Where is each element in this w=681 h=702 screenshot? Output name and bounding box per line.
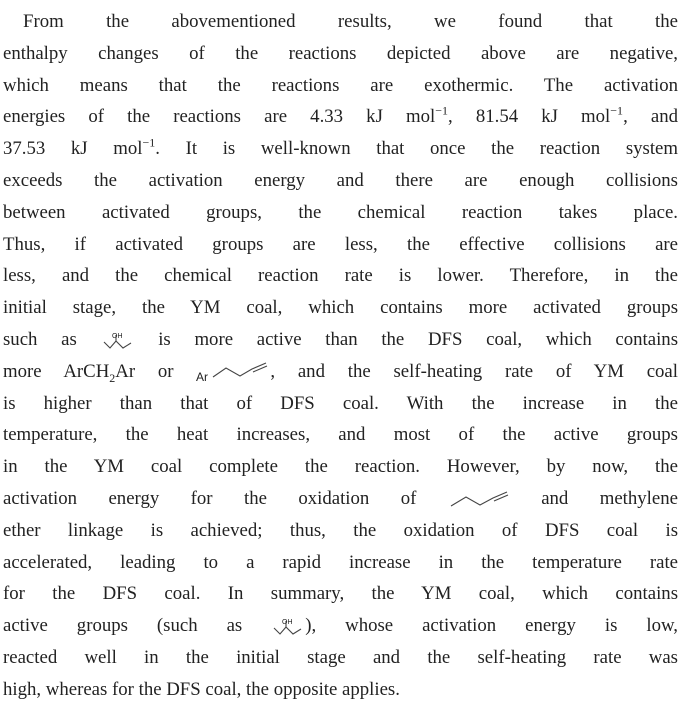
superscript: −1 [610, 104, 624, 119]
hydroxyl-structure: OH [273, 619, 302, 635]
line: such as OH is more active than the DFS c… [3, 324, 678, 356]
line: initial stage, the YM coal, which contai… [3, 292, 678, 324]
structure-label: OH [112, 333, 123, 340]
text: energies of the reactions are 4.33 kJ mo… [3, 106, 436, 128]
text: in the YM coal complete the reaction. Ho… [3, 456, 678, 478]
text: temperature, the heat increases, and mos… [3, 424, 678, 446]
bond [450, 491, 508, 507]
aryl-alkene-structure: Ar [196, 362, 268, 384]
text: which means that the reactions are exoth… [3, 74, 678, 96]
text: . It is well-known that once the reactio… [155, 138, 678, 160]
line: energies of the reactions are 4.33 kJ mo… [3, 101, 678, 133]
superscript: −1 [142, 135, 156, 150]
structure-label: Ar [196, 370, 208, 384]
text: Ar or [115, 360, 174, 382]
bond [273, 620, 302, 635]
text: is more active than the DFS coal, which … [158, 328, 678, 350]
line: between activated groups, the chemical r… [3, 197, 678, 229]
line: reacted well in the initial stage and th… [3, 642, 678, 674]
line: for the DFS coal. In summary, the YM coa… [3, 578, 678, 610]
text: ), whose activation energy is low, [305, 615, 678, 637]
text: initial stage, the YM coal, which contai… [3, 297, 678, 319]
text: , and the self-heating rate of YM coal [270, 360, 678, 382]
text: between activated groups, the chemical r… [3, 201, 678, 223]
text: reacted well in the initial stage and th… [3, 646, 678, 668]
text: and methylene [541, 487, 678, 509]
line: in the YM coal complete the reaction. Ho… [3, 451, 678, 483]
text: enthalpy changes of the reactions depict… [3, 42, 678, 64]
text: activation energy for the oxidation of [3, 487, 417, 509]
line: 37.53 kJ mol−1. It is well-known that on… [3, 133, 678, 165]
line: temperature, the heat increases, and mos… [3, 419, 678, 451]
text: , and [623, 106, 678, 128]
text: exceeds the activation energy and there … [3, 169, 678, 191]
text: Thus, if activated groups are less, the … [3, 233, 678, 255]
text: high, whereas for the DFS coal, the oppo… [3, 678, 400, 700]
line: From the abovementioned results, we foun… [3, 6, 678, 38]
line: exceeds the activation energy and there … [3, 165, 678, 197]
line: accelerated, leading to a rapid increase… [3, 547, 678, 579]
text: ether linkage is achieved; thus, the oxi… [3, 519, 678, 541]
line: more ArCH2Ar or Ar , and the self-heating… [3, 356, 678, 388]
line: enthalpy changes of the reactions depict… [3, 38, 678, 70]
text: for the DFS coal. In summary, the YM coa… [3, 583, 678, 605]
text: From the abovementioned results, we foun… [23, 11, 678, 32]
structure-label: OH [282, 619, 293, 626]
subscript: 2 [109, 370, 116, 385]
line: is higher than that of DFS coal. With th… [3, 388, 678, 420]
line: less, and the chemical reaction rate is … [3, 260, 678, 292]
line: Thus, if activated groups are less, the … [3, 229, 678, 261]
text: such as [3, 328, 77, 350]
line: which means that the reactions are exoth… [3, 70, 678, 102]
text: less, and the chemical reaction rate is … [3, 265, 678, 287]
alkene-structure [450, 491, 508, 507]
text: , 81.54 kJ mol [448, 106, 611, 128]
line: activation energy for the oxidation of a… [3, 483, 678, 515]
bond [213, 362, 268, 378]
line: ether linkage is achieved; thus, the oxi… [3, 515, 678, 547]
text: active groups (such as [3, 615, 243, 637]
text: more ArCH [3, 360, 110, 382]
bond [103, 334, 131, 349]
line: high, whereas for the DFS coal, the oppo… [3, 674, 678, 702]
text: is higher than that of DFS coal. With th… [3, 392, 678, 414]
line: active groups (such as OH ), whose activa… [3, 610, 678, 642]
text: 37.53 kJ mol [3, 138, 143, 160]
superscript: −1 [435, 104, 449, 119]
hydroxyl-structure: OH [103, 333, 131, 349]
text: accelerated, leading to a rapid increase… [3, 551, 678, 573]
